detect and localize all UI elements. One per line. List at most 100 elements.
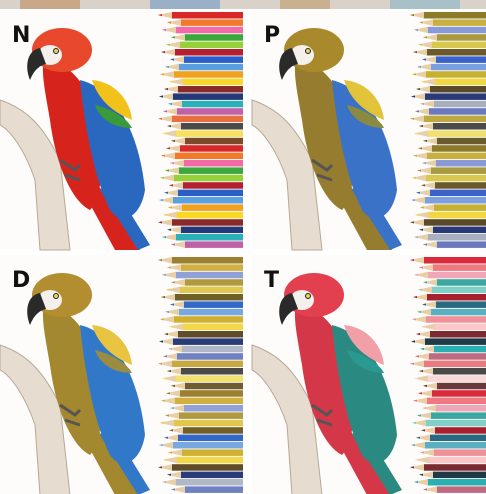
pencil [425,442,486,449]
pencil [436,301,486,308]
pencil [180,390,243,397]
pencil [172,361,243,368]
pencil [431,167,486,174]
pencil [424,12,486,19]
pencil [428,234,486,241]
pencil [434,449,486,456]
parrot-eye [54,49,59,54]
pencil [173,197,243,204]
pencil [429,353,486,360]
pencil [175,398,243,405]
image-panel: P [252,10,486,250]
pencil [178,86,243,93]
pencil [437,279,486,286]
pencil [181,19,243,26]
pencil [185,241,243,248]
pencil [434,204,486,211]
pencil [432,287,486,294]
pencil [435,427,486,434]
pencil [176,272,243,279]
pencil [430,331,486,338]
pencil [173,442,243,449]
pencil [431,309,486,316]
pencil [184,160,243,167]
pencil [174,420,243,427]
panel-label: N [12,23,30,48]
pencil [172,116,243,123]
pencil [432,145,486,152]
pencil [181,264,243,271]
pencil [433,368,486,375]
pencil [424,257,486,264]
pencil [426,316,486,323]
pencil [429,457,486,464]
pencil [178,331,243,338]
pencil [180,145,243,152]
pencil [183,324,243,331]
pencil [435,324,486,331]
pencil [184,301,243,308]
pencil [425,338,486,345]
pencil [180,42,243,49]
pencil [176,479,243,486]
image-panel: T [252,255,486,494]
pencil [180,287,243,294]
pencil [181,472,243,479]
pencil [183,182,243,189]
pencil [175,49,243,56]
pencil [176,375,243,382]
pencil [182,346,243,353]
pencil [428,272,486,279]
pencil [177,353,243,360]
pencil [433,123,486,130]
pencil [429,212,486,219]
parrot-eye [306,49,311,54]
pencil [179,167,243,174]
panel-label: P [264,23,280,48]
pencil [428,479,486,486]
pencil [437,138,486,145]
pencil [172,257,243,264]
pencil [183,427,243,434]
image-grid: N P D T [0,0,486,494]
pencil [424,116,486,123]
pencil [432,42,486,49]
pencil [428,375,486,382]
pencil [427,49,486,56]
pencil [427,398,486,405]
pencil [437,34,486,41]
pencil [428,27,486,34]
panel-label: D [12,268,30,293]
pencil [178,190,243,197]
pencil [178,435,243,442]
pencil [172,12,243,19]
pencil [185,138,243,145]
pencil [184,405,243,412]
pencil [427,153,486,160]
pencil [434,346,486,353]
pencil [181,123,243,130]
pencil [179,64,243,71]
pencil [436,56,486,63]
pencil [177,457,243,464]
image-panel: N [0,10,243,250]
pencil [173,93,243,100]
pencil [174,175,243,182]
pencil [437,383,486,390]
pencil [185,34,243,41]
pencil [424,464,486,471]
pencil [182,101,243,108]
pencil [175,153,243,160]
pencil [181,227,243,234]
pencil [434,101,486,108]
pencil [428,130,486,137]
pencil [176,27,243,34]
pencil [425,197,486,204]
pencil [182,204,243,211]
pencil [184,56,243,63]
pencil [172,219,243,226]
pencil [436,160,486,167]
image-panel: D [0,255,243,494]
pencil [433,264,486,271]
pencil [173,338,243,345]
